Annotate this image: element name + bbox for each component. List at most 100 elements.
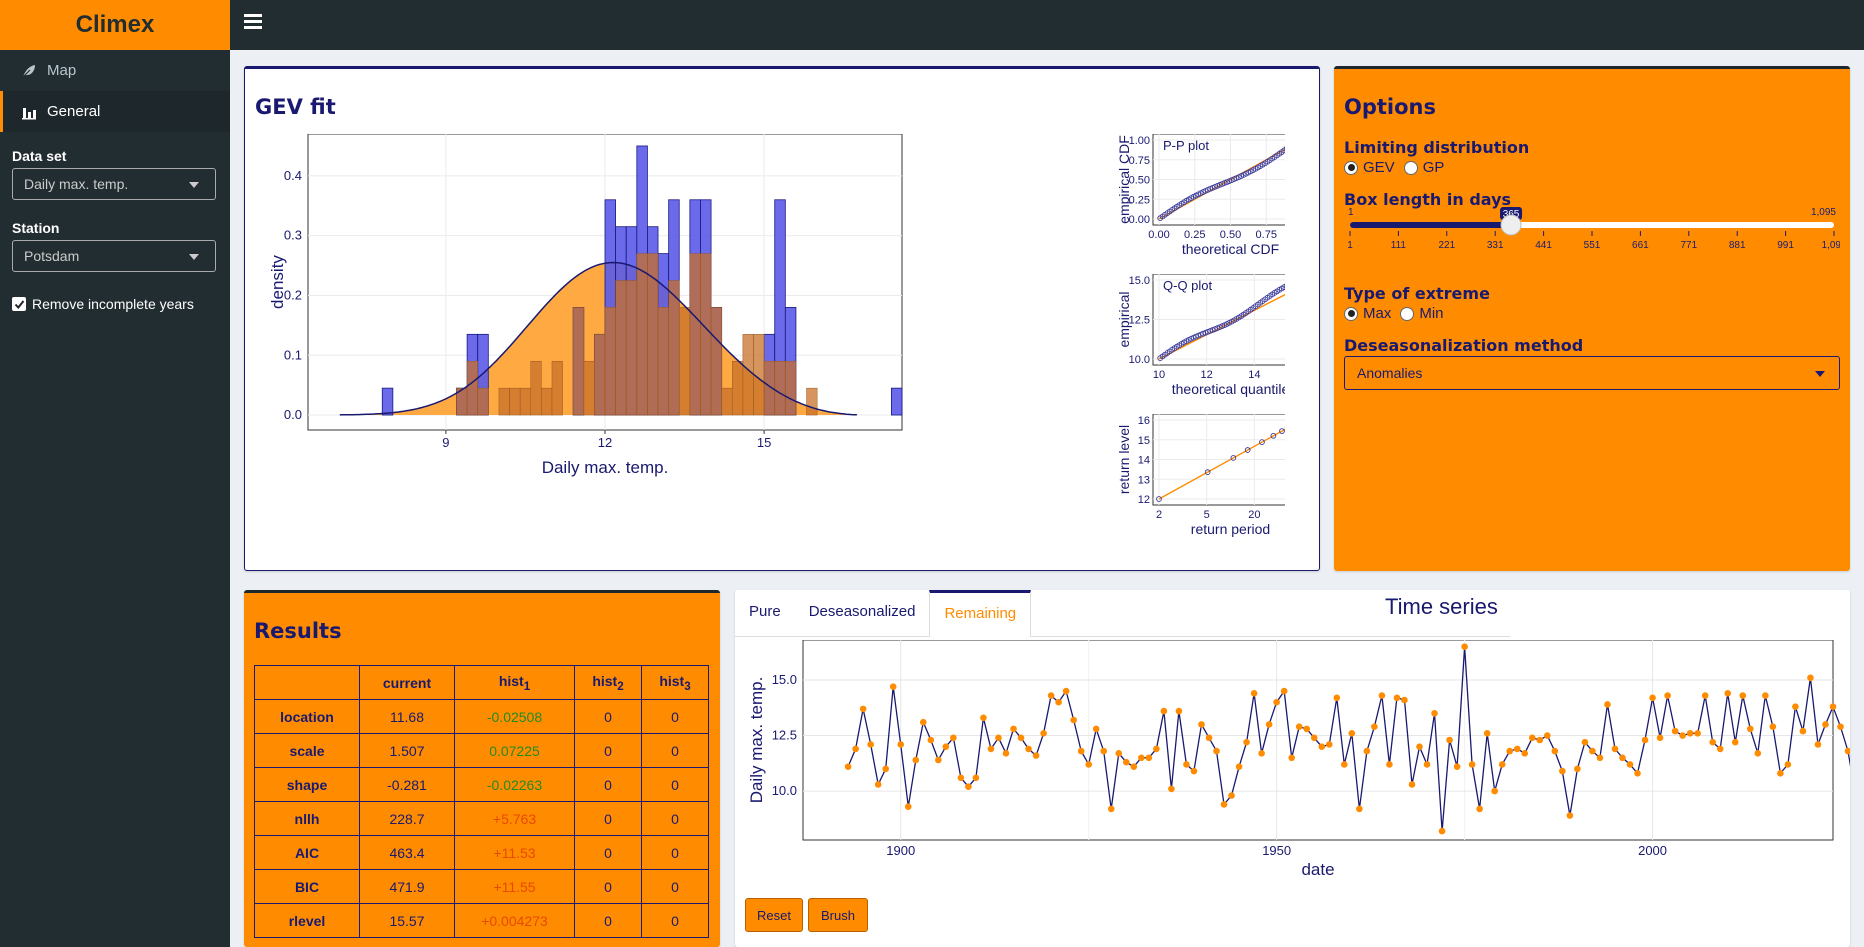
radio-gp[interactable] (1403, 160, 1418, 175)
x-tick-label: 0.75 (1256, 229, 1277, 241)
data-point (1047, 692, 1055, 699)
histogram-bar-overlap (498, 387, 510, 416)
slider-tick-label: 881 (1729, 240, 1746, 251)
results-box: Results current hist1 hist2 hist3 locati… (244, 590, 720, 947)
radio-gev[interactable] (1344, 160, 1358, 175)
deseason-method-select[interactable]: Anomalies (1344, 356, 1840, 390)
table-cell-current: 471.9 (359, 869, 455, 904)
time-series-chart[interactable]: 1900 1950 2000 10.0 12.5 15.0 date Daily max. t… (735, 640, 1850, 890)
data-point (912, 756, 920, 764)
data-point (1574, 765, 1581, 773)
y-axis-label: return level (1116, 425, 1132, 494)
data-point (1183, 761, 1190, 768)
data-point (1153, 745, 1160, 753)
data-point (1506, 747, 1514, 755)
data-point (1416, 743, 1423, 750)
data-point (1619, 754, 1626, 762)
data-point (1559, 767, 1566, 775)
data-point (1258, 750, 1265, 757)
table-cell-name: rlevel (254, 903, 360, 938)
table-cell-hist1: +11.53 (454, 835, 575, 870)
data-point (1423, 761, 1431, 768)
column-header: hist3 (641, 665, 709, 700)
deseason-method-label: Deseasonalization method (1344, 336, 1584, 355)
data-point (1694, 730, 1701, 737)
data-point (1228, 792, 1235, 799)
remove-incomplete-checkbox[interactable] (12, 297, 26, 311)
data-point (1363, 747, 1371, 755)
x-tick-label: 14 (1248, 369, 1260, 381)
limiting-distribution-label: Limiting distribution (1344, 138, 1530, 157)
data-point (1017, 734, 1025, 742)
tab-pure[interactable]: Pure (749, 603, 781, 620)
table-cell-hist1: -0.02508 (454, 699, 575, 734)
table-cell-hist2: 0 (574, 699, 642, 734)
data-point (1092, 725, 1100, 733)
data-point (867, 741, 874, 748)
gev-fit-box: GEV fit 9 12 15 0.0 0.1 0.2 0.3 0.4 Daily max. t… (244, 66, 1320, 571)
reset-button[interactable]: Reset (745, 898, 803, 932)
data-point (1468, 761, 1476, 768)
hamburger-icon[interactable] (244, 14, 262, 32)
data-point (1438, 827, 1446, 835)
radio-min[interactable] (1400, 306, 1415, 321)
top-navbar (230, 0, 1864, 50)
plot-title: Q-Q plot (1163, 278, 1213, 293)
dataset-label: Data set (12, 148, 67, 164)
table-row: BIC 471.9 +11.55 0 0 (254, 869, 709, 904)
radio-max[interactable] (1344, 306, 1358, 321)
data-point (1244, 447, 1251, 453)
y-tick-label: 12.5 (772, 728, 797, 743)
data-point (1160, 707, 1168, 715)
table-cell-current: 11.68 (359, 699, 455, 734)
histogram-bar-overlap (710, 307, 722, 416)
tab-deseasonalized[interactable]: Deseasonalized (808, 603, 916, 620)
x-tick-label: 2 (1156, 509, 1162, 521)
y-tick-label: 0.4 (284, 168, 302, 183)
y-tick-label: 0.3 (284, 228, 302, 243)
data-point (1837, 723, 1844, 730)
table-cell-current: 228.7 (359, 801, 455, 836)
gev-histogram-chart[interactable]: 9 12 15 0.0 0.1 0.2 0.3 0.4 Daily max. temp. dens… (255, 134, 1075, 554)
data-point (1010, 725, 1017, 733)
dataset-select[interactable]: Daily max. temp. (12, 168, 216, 200)
app-logo[interactable]: Climex (0, 0, 230, 50)
time-series-box: Pure Deseasonalized Remaining Time serie… (735, 590, 1850, 947)
table-header-row: current hist1 hist2 hist3 (254, 665, 709, 700)
table-cell-name: AIC (254, 835, 360, 870)
data-point (1393, 694, 1401, 702)
tab-remaining[interactable]: Remaining (929, 590, 1032, 637)
histogram-bar-overlap (679, 307, 691, 416)
data-point (1220, 801, 1228, 808)
data-point (1784, 761, 1792, 768)
box-length-slider[interactable]: 11,09511112213314415516617718819911,0953… (1344, 207, 1840, 267)
x-tick-label: 0.50 (1220, 229, 1241, 241)
bar-chart-icon (21, 104, 41, 120)
slider-handle[interactable] (1500, 214, 1522, 236)
data-point (1288, 754, 1295, 762)
data-point (1641, 736, 1649, 744)
radio-gev-label: GEV (1363, 159, 1395, 176)
y-tick-label: 12 (1138, 494, 1150, 506)
y-tick-label: 0.25 (1129, 194, 1150, 206)
table-cell-hist3: 0 (641, 767, 709, 802)
slider-tick-label: 111 (1391, 240, 1407, 251)
x-tick-label: 20 (1248, 509, 1260, 521)
data-point (1431, 710, 1438, 717)
x-axis-label: return period (1191, 521, 1270, 537)
brush-button[interactable]: Brush (808, 898, 868, 932)
histogram-bar-overlap (594, 334, 606, 416)
data-point (1230, 455, 1237, 461)
table-cell-hist1: +5.763 (454, 801, 575, 836)
histogram-bar-overlap (636, 253, 648, 416)
station-select[interactable]: Potsdam (12, 240, 216, 272)
caret-down-icon (1815, 371, 1825, 377)
histogram-bar-overlap (742, 334, 754, 416)
plot-area (802, 640, 1834, 841)
sidebar-item-general[interactable]: General (0, 91, 230, 132)
data-point (919, 718, 927, 726)
sidebar-item-map[interactable]: Map (0, 50, 230, 91)
data-point (980, 714, 987, 722)
radio-min-label: Min (1419, 305, 1444, 322)
dataset-value: Daily max. temp. (24, 176, 129, 192)
